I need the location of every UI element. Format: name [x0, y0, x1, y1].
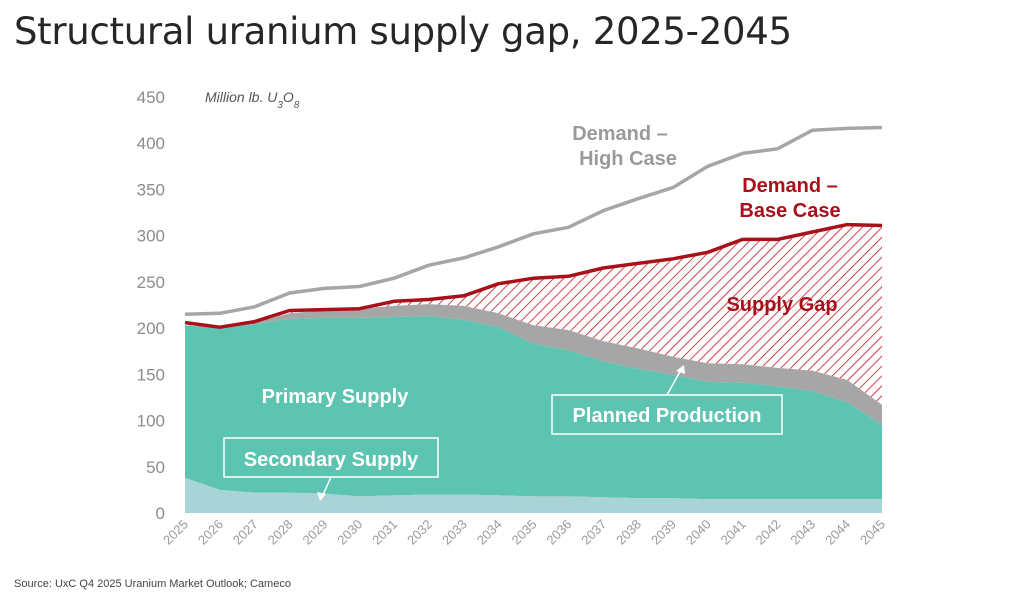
x-tick-label: 2033 [439, 517, 470, 548]
label-demand-base-line1: Demand – [742, 175, 838, 197]
x-tick-label: 2034 [474, 517, 505, 548]
y-tick-label: 450 [137, 88, 165, 107]
x-tick-label: 2044 [822, 517, 853, 548]
demand-base-case-line [184, 222, 883, 329]
label-secondary-supply: Secondary Supply [244, 449, 419, 471]
y-tick-label: 150 [137, 365, 165, 384]
plot-areas [185, 224, 882, 513]
x-tick-label: 2036 [543, 517, 574, 548]
x-tick-label: 2041 [718, 517, 749, 548]
y-tick-label: 300 [137, 227, 165, 246]
source-note: Source: UxC Q4 2025 Uranium Market Outlo… [14, 578, 291, 590]
y-axis: 0 50 100 150 200 250 300 350 400 450 [137, 88, 165, 523]
label-demand-base-line2: Base Case [739, 200, 840, 222]
y-tick-label: 350 [137, 180, 165, 199]
y-tick-label: 250 [137, 273, 165, 292]
y-tick-label: 200 [137, 319, 165, 338]
x-tick-label: 2026 [195, 517, 226, 548]
x-tick-label: 2027 [230, 517, 261, 548]
x-tick-label: 2031 [369, 517, 400, 548]
primary-supply-area [185, 316, 882, 500]
label-planned-production: Planned Production [573, 405, 762, 427]
y-tick-label: 50 [146, 458, 165, 477]
x-tick-label: 2029 [299, 517, 330, 548]
x-tick-label: 2045 [857, 517, 888, 548]
label-demand-high-line2: High Case [579, 148, 677, 170]
demand-high-case-line [184, 125, 883, 316]
y-tick-label: 0 [156, 504, 165, 523]
supply-gap-area [185, 224, 882, 405]
x-tick-label: 2032 [404, 517, 435, 548]
demand-lines [184, 125, 883, 329]
x-tick-label: 2043 [787, 517, 818, 548]
planned-production-area [185, 304, 882, 426]
x-tick-label: 2039 [648, 517, 679, 548]
x-tick-label: 2038 [613, 517, 644, 548]
y-tick-label: 400 [137, 134, 165, 153]
y-tick-label: 100 [137, 412, 165, 431]
secondary-supply-callout: Secondary Supply [223, 437, 439, 501]
label-supply-gap: Supply Gap [726, 294, 837, 316]
secondary-supply-area [185, 477, 882, 513]
y-axis-unit-label: Million lb. U3O8 [205, 89, 300, 111]
x-tick-label: 2035 [509, 517, 540, 548]
page-title: Structural uranium supply gap, 2025-2045 [14, 10, 792, 53]
x-tick-label: 2040 [683, 517, 714, 548]
label-demand-high-line1: Demand – [572, 123, 668, 145]
x-tick-label: 2042 [753, 517, 784, 548]
x-axis: 2025 2026 2027 2028 2029 2030 2031 2032 2033 2034… [160, 517, 888, 548]
label-primary-supply: Primary Supply [262, 386, 410, 408]
x-tick-label: 2028 [265, 517, 296, 548]
planned-production-callout: Planned Production [551, 365, 783, 435]
x-tick-label: 2037 [578, 517, 609, 548]
x-tick-label: 2030 [334, 517, 365, 548]
